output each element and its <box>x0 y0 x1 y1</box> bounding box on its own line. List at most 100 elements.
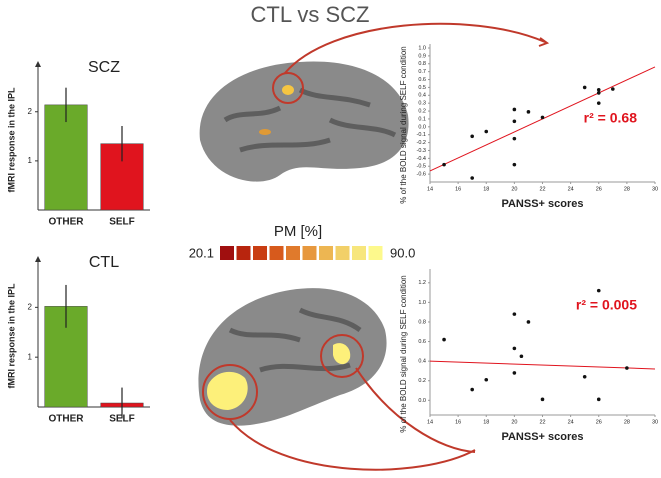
x-tick-label: OTHER <box>49 217 85 228</box>
y-tick-label: 0.4 <box>418 93 426 99</box>
y-tick-label: -0.6 <box>417 172 426 178</box>
chart-title: CTL <box>89 254 119 271</box>
y-axis-arrow <box>35 256 41 262</box>
y-tick-label: 2 <box>28 302 33 311</box>
y-tick-label: -0.3 <box>417 148 426 154</box>
x-tick-label: 22 <box>539 186 545 192</box>
x-tick-label: 26 <box>596 419 602 425</box>
x-tick-label: 18 <box>483 419 489 425</box>
x-tick-label: 20 <box>511 186 517 192</box>
x-tick-label: 26 <box>596 186 602 192</box>
bar <box>44 104 88 211</box>
colorbar-swatch <box>335 246 350 260</box>
connector-arrows <box>229 22 550 471</box>
point <box>582 375 587 379</box>
point <box>596 288 601 293</box>
y-tick-label: 0.2 <box>418 109 426 115</box>
brain-top <box>199 61 409 182</box>
x-tick-label: 18 <box>483 186 489 192</box>
y-tick-label: 0.3 <box>418 101 426 107</box>
point <box>582 85 587 90</box>
point <box>442 162 446 167</box>
point <box>512 162 517 167</box>
x-tick-label: SELF <box>109 414 135 425</box>
fit-line <box>429 360 656 370</box>
point <box>625 366 629 370</box>
y-tick-label: 1.0 <box>418 300 426 306</box>
x-tick-label: SELF <box>109 217 135 228</box>
y-axis-label: fMRI response in the IPL <box>6 283 16 389</box>
y-axis-label: fMRI response in the IPL <box>6 87 16 193</box>
y-tick-label: 0.7 <box>418 69 426 75</box>
point <box>512 107 517 112</box>
point <box>596 87 601 92</box>
y-axis-arrow <box>35 61 41 67</box>
figure-title: CTL vs SCZ <box>251 2 370 27</box>
point <box>512 136 517 141</box>
x-tick-label: 16 <box>455 186 461 192</box>
x-tick-label: 30 <box>652 419 658 425</box>
brain-bottom <box>198 288 387 426</box>
colorbar-max: 90.0 <box>390 245 415 260</box>
y-tick-label: 1.2 <box>418 280 426 286</box>
point <box>596 101 601 105</box>
point <box>484 377 489 382</box>
y-tick-label: 0.6 <box>418 77 426 83</box>
point <box>540 397 545 402</box>
y-tick-label: 0.9 <box>418 53 426 59</box>
chart-title: SCZ <box>88 59 120 76</box>
x-tick-label: 22 <box>539 419 545 425</box>
x-tick-label: 20 <box>511 419 517 425</box>
x-tick-label: OTHER <box>49 414 85 425</box>
point <box>519 354 524 359</box>
y-tick-label: -0.4 <box>417 156 426 162</box>
point <box>442 337 446 342</box>
x-tick-label: 28 <box>624 419 630 425</box>
x-axis-label: PANSS+ scores <box>501 198 583 210</box>
y-tick-label: 0.1 <box>418 116 426 122</box>
x-tick-label: 24 <box>568 419 574 425</box>
colorbar-swatch <box>352 246 366 260</box>
point <box>512 312 517 316</box>
y-tick-label: 1 <box>28 156 33 165</box>
point <box>470 134 474 139</box>
y-tick-label: 0.8 <box>418 319 426 325</box>
y-tick-label: 0.0 <box>418 398 426 404</box>
point <box>526 320 531 324</box>
annotation: r² = 0.005 <box>576 297 637 313</box>
colorbar-swatch <box>286 246 300 260</box>
point <box>540 115 545 120</box>
y-tick-label: 0.8 <box>418 61 426 67</box>
x-axis-label: PANSS+ scores <box>501 431 583 443</box>
y-tick-label: 0.6 <box>418 339 426 345</box>
annotation: r² = 0.68 <box>584 110 638 126</box>
colorbar-min: 20.1 <box>189 245 214 260</box>
y-axis-label: % of the BOLD signal during SELF conditi… <box>399 275 408 432</box>
colorbar-swatch <box>269 246 284 260</box>
x-tick-label: 28 <box>624 186 630 192</box>
y-tick-label: 1.0 <box>418 45 426 51</box>
point <box>512 346 517 351</box>
x-tick-label: 30 <box>652 186 658 192</box>
colorbar-swatch <box>253 246 267 260</box>
colorbar-swatch <box>220 246 234 260</box>
colorbar-label: PM [%] <box>274 223 322 240</box>
x-tick-label: 16 <box>455 419 461 425</box>
point <box>470 176 474 180</box>
y-tick-label: 0.5 <box>418 85 426 91</box>
colorbar-swatch <box>319 246 333 260</box>
x-tick-label: 24 <box>568 186 574 192</box>
x-tick-label: 14 <box>427 419 433 425</box>
y-tick-label: 1 <box>28 352 33 361</box>
y-axis-label: % of the BOLD signal during SELF conditi… <box>399 46 408 203</box>
point <box>512 119 517 124</box>
y-tick-label: 0.0 <box>418 124 426 130</box>
colorbar-swatch <box>236 246 251 260</box>
point <box>596 397 601 402</box>
point <box>470 387 474 392</box>
point <box>512 371 517 375</box>
y-tick-label: 2 <box>28 107 33 116</box>
point <box>611 87 615 91</box>
colorbar-swatch <box>302 246 317 260</box>
